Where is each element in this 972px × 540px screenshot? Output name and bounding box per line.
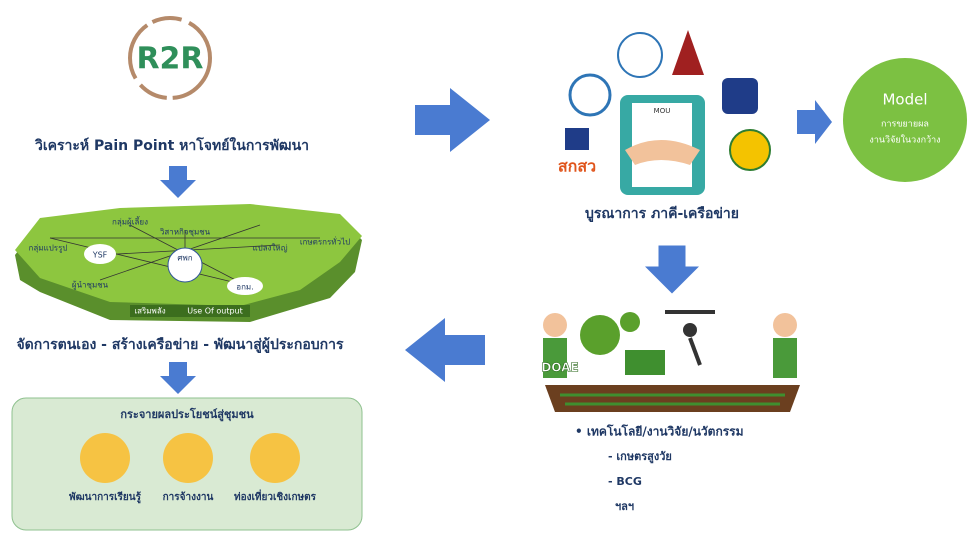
step2-caption: จัดการตนเอง - สร้างเครือข่าย - พัฒนาสู่ผ… [16,337,344,353]
benefit-label: การจ้างงาน [163,491,214,503]
benefit-icon [163,433,213,483]
partner-logo-text: สกสว [558,157,596,176]
benefit-icon [80,433,130,483]
tech-heading: • เทคโนโลยี/งานวิจัย/นวัตกรรม [575,424,744,439]
tech-item: - เกษตรสูงวัย [608,450,672,464]
partner-logos [565,30,771,195]
network-node-label: กลุ่มแปรรูป [29,244,68,254]
network-node-label: กลุ่มผู้เลี้ยง [112,216,148,228]
network-node-label: ศพก [177,254,192,263]
network-right-label: Use Of output [187,307,243,316]
network-node-label: ผู้นำชุมชน [72,281,109,291]
benefits-title: กระจายผลประโยชน์สู่ชุมชน [120,407,254,422]
arrow-down [645,245,699,294]
doae-logo: DOAE [541,361,578,375]
network-map [15,204,362,322]
logo-text: R2R [136,42,203,77]
mou-text: MOU [654,107,671,115]
model-line: งานวิจัยในวงกว้าง [869,135,940,146]
network-node-label: วิสาหกิจชุมชน [159,228,210,237]
tech-item: ฯลฯ [615,500,634,513]
arrow-down [160,166,196,198]
model-title: Model [882,91,927,109]
benefit-icon [250,433,300,483]
arrow-down [160,362,196,394]
network-node-label: เกษตรกรทั่วไป [300,236,350,247]
tech-item: - BCG [608,475,642,488]
model-circle [843,58,967,182]
arrow-right [415,88,490,152]
farm-illustration [543,310,800,412]
arrow-left [405,318,485,382]
arrow-right-small [797,100,832,144]
step1-caption: วิเคราะห์ Pain Point หาโจทย์ในการพัฒนา [34,136,309,154]
network-node-label: YSF [92,251,108,260]
r2r-logo: R2R [128,16,212,100]
network-left-label: เสริมพลัง [134,307,165,316]
network-node-label: แปลงใหญ่ [252,244,287,253]
model-line: การขยายผล [881,120,929,130]
network-node-label: อกม. [236,283,253,292]
benefit-label: พัฒนาการเรียนรู้ [69,491,142,504]
partners-caption: บูรณาการ ภาคี-เครือข่าย [585,206,739,222]
benefit-label: ท่องเที่ยวเชิงเกษตร [234,489,317,503]
